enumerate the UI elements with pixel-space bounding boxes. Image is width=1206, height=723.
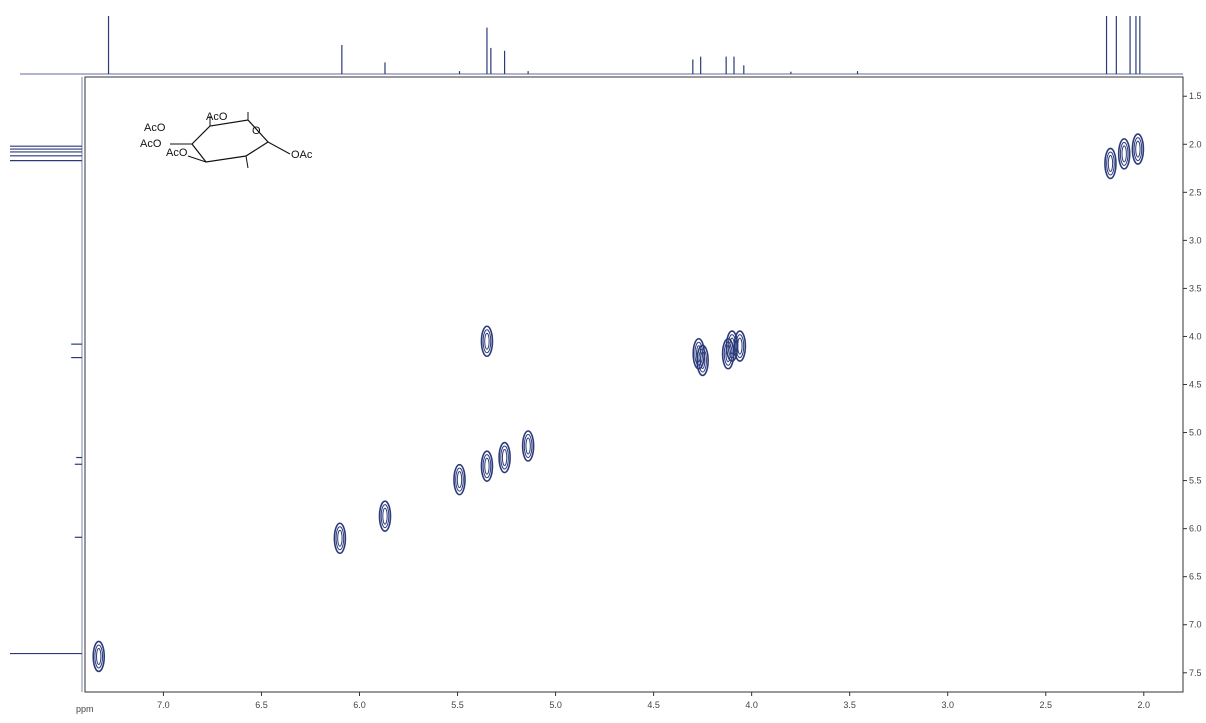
contour-ring: [725, 345, 731, 363]
contour-ring: [737, 337, 743, 355]
contour-ring: [735, 334, 745, 359]
x-tick-label: 3.5: [843, 700, 856, 710]
contour-ring: [484, 332, 490, 350]
contour-ring: [1131, 133, 1145, 165]
contour-ring: [480, 450, 494, 482]
structure-label: OAc: [291, 149, 313, 161]
contour-ring: [1104, 147, 1117, 180]
diagonal-peak: [378, 500, 392, 532]
contour-ring: [723, 341, 733, 366]
contour-ring: [733, 330, 747, 362]
contour-ring: [521, 430, 535, 462]
contour-ring: [382, 507, 388, 525]
contour-ring: [1117, 138, 1131, 170]
x-tick-label: 5.0: [549, 700, 562, 710]
y-tick-label: 3.5: [1189, 283, 1202, 293]
x-tick-label: 7.0: [157, 700, 170, 710]
diagonal-peak: [453, 463, 466, 496]
plot-frame: [84, 76, 1184, 693]
y-tick-label: 4.5: [1189, 380, 1202, 390]
x-tick-label: 4.5: [647, 700, 660, 710]
contour-ring: [92, 640, 106, 673]
diagonal-peak: [1117, 138, 1131, 170]
contour-ring: [1135, 140, 1141, 158]
cross-peak: [480, 325, 494, 358]
contour-ring: [482, 329, 492, 354]
structure-label: O: [252, 125, 261, 137]
diagonal-peak: [498, 441, 511, 474]
structure-label: AcO: [166, 147, 188, 159]
x-tick-label: 6.0: [353, 700, 366, 710]
y-tick-label: 3.0: [1189, 235, 1202, 245]
contour-ring: [721, 337, 735, 370]
diagonal-peak: [333, 522, 347, 555]
y-tick-label: 4.0: [1189, 331, 1202, 341]
top-projection-spectrum: [20, 16, 1183, 75]
contour-ring: [380, 504, 390, 529]
contour-ring: [694, 341, 704, 366]
contour-ring: [337, 529, 343, 547]
y-tick-label: 5.0: [1189, 428, 1202, 438]
x-tick-label: 2.5: [1039, 700, 1052, 710]
contour-ring: [692, 337, 706, 370]
x-tick-label: 6.5: [255, 700, 268, 710]
contour-ring: [455, 467, 464, 492]
y-tick-label: 2.5: [1189, 187, 1202, 197]
structure-label: AcO: [144, 122, 166, 134]
y-axis: 1.5 2.0 2.5 3.0 3.5 4.0 4.5 5.0 5.5 6.0 6.5 7.0 7.5: [1183, 91, 1202, 678]
x-axis: 7.0 6.5 6.0 5.5 5.0 4.5 4.0 3.5 3.0 2.5 2.0: [157, 692, 1150, 710]
cross-peak: [692, 337, 706, 370]
contour-ring: [378, 500, 392, 532]
diagonal-peak: [521, 430, 535, 462]
contour-ring: [1106, 151, 1115, 176]
cross-peak: [721, 337, 735, 370]
contour-ring: [500, 445, 509, 470]
contour-ring: [94, 644, 104, 669]
contour-ring: [1133, 137, 1143, 162]
x-tick-label: 2.0: [1138, 700, 1151, 710]
cross-peak: [733, 330, 747, 362]
cross-peak: [1131, 133, 1145, 165]
contour-ring: [1107, 154, 1114, 172]
contour-peaks: [92, 133, 1145, 673]
x-tick-label: 5.5: [451, 700, 464, 710]
contour-ring: [480, 325, 494, 358]
structure-label: AcO: [206, 111, 228, 123]
y-tick-label: 7.0: [1189, 620, 1202, 630]
contour-ring: [453, 463, 466, 496]
contour-ring: [525, 437, 531, 455]
contour-ring: [484, 457, 490, 475]
contour-ring: [482, 454, 492, 479]
y-tick-label: 7.5: [1189, 668, 1202, 678]
contour-ring: [96, 647, 102, 665]
contour-ring: [498, 441, 511, 474]
x-unit-label: ppm: [76, 704, 94, 714]
contour-ring: [335, 526, 345, 551]
molecule-structure: AcO AcO AcO AcO O OAc: [140, 111, 313, 169]
structure-label: AcO: [140, 138, 162, 150]
y-tick-label: 5.5: [1189, 476, 1202, 486]
y-tick-label: 6.5: [1189, 572, 1202, 582]
contour-ring: [333, 522, 347, 555]
x-tick-label: 3.0: [941, 700, 954, 710]
y-tick-label: 2.0: [1189, 139, 1202, 149]
contour-ring: [696, 345, 702, 363]
diagonal-peak: [480, 450, 494, 482]
contour-ring: [501, 449, 508, 467]
y-tick-label: 6.0: [1189, 524, 1202, 534]
contour-ring: [523, 434, 533, 458]
diagonal-peak: [92, 640, 106, 673]
contour-ring: [1119, 141, 1129, 166]
x-tick-label: 4.0: [745, 700, 758, 710]
y-tick-label: 1.5: [1189, 91, 1202, 101]
cross-peak: [1104, 147, 1117, 180]
left-projection-spectrum: [10, 77, 83, 692]
contour-ring: [456, 471, 463, 489]
contour-ring: [1121, 145, 1127, 163]
